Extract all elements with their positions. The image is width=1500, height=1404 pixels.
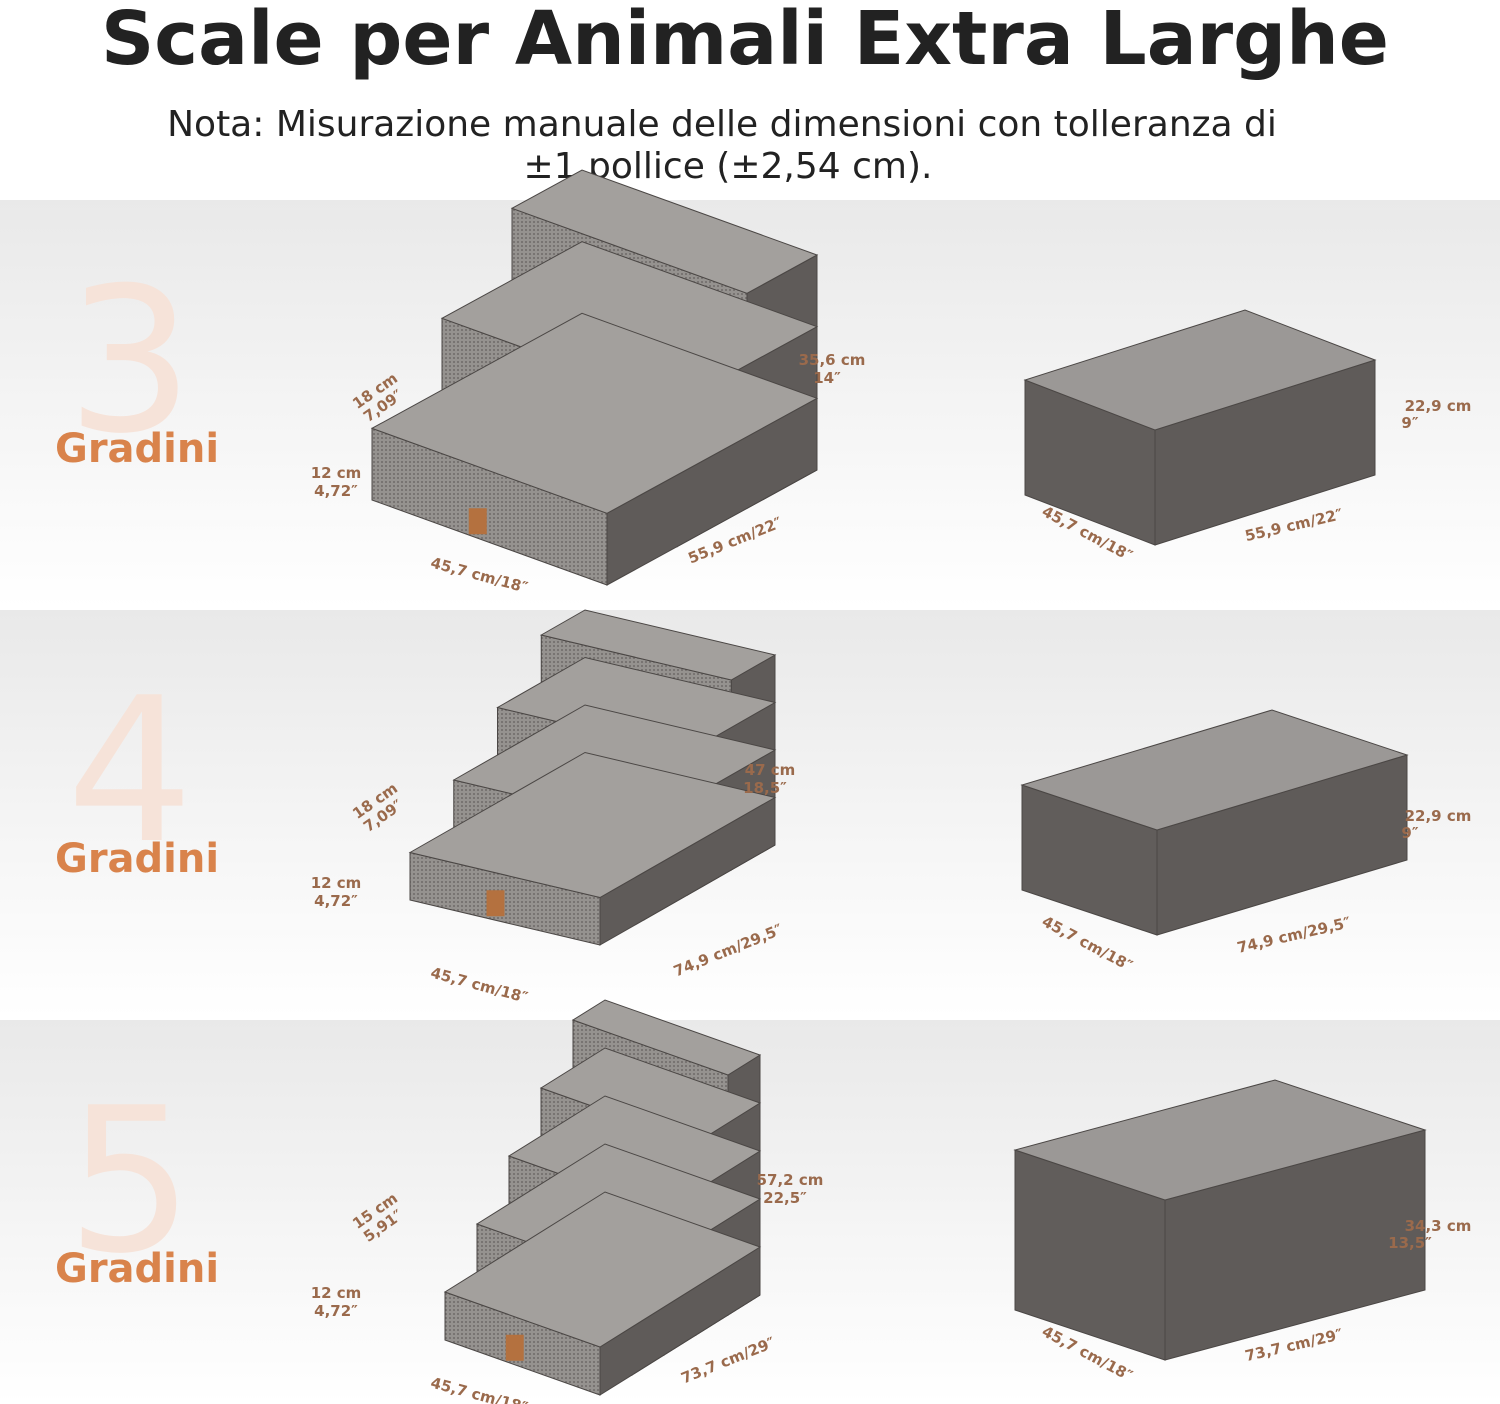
note: Nota: Misurazione manuale delle dimensio… xyxy=(167,104,1277,145)
logo-tag xyxy=(505,1334,524,1361)
rise-label: 4,72″ xyxy=(314,1302,358,1320)
rise-label: 12 cm xyxy=(311,1284,362,1302)
step-count: 4 xyxy=(66,655,193,888)
height-label: 13,5″ xyxy=(1388,1234,1432,1252)
rise-label: 12 cm xyxy=(311,464,362,482)
step-label: Gradini xyxy=(55,426,219,472)
height-label: 35,6 cm xyxy=(799,351,866,369)
logo-tag xyxy=(468,508,487,535)
top-face xyxy=(1023,309,1377,431)
step-label: Gradini xyxy=(55,836,219,882)
rise-label: 4,72″ xyxy=(314,482,358,500)
top-face xyxy=(539,609,777,681)
height-label: 47 cm xyxy=(745,761,796,779)
logo-tag xyxy=(486,890,505,917)
top-face xyxy=(1013,1079,1427,1201)
height-label: 9″ xyxy=(1401,824,1418,842)
step-count: 3 xyxy=(66,245,193,478)
top-face xyxy=(1020,709,1409,831)
rise-label: 12 cm xyxy=(311,874,362,892)
top-face xyxy=(571,999,762,1076)
rise-label: 4,72″ xyxy=(314,892,358,910)
top-face xyxy=(370,312,819,514)
height-label: 22,9 cm xyxy=(1405,397,1472,415)
top-face xyxy=(510,169,819,294)
top-face xyxy=(443,1191,762,1348)
step-label: Gradini xyxy=(55,1246,219,1292)
step-count: 5 xyxy=(66,1065,193,1298)
height-label: 9″ xyxy=(1401,414,1418,432)
height-label: 14″ xyxy=(813,369,841,387)
height-label: 34,3 cm xyxy=(1405,1217,1472,1235)
height-label: 18,5″ xyxy=(743,779,787,797)
height-label: 22,5″ xyxy=(763,1189,807,1207)
height-label: 22,9 cm xyxy=(1405,807,1472,825)
height-label: 57,2 cm xyxy=(757,1171,824,1189)
top-face xyxy=(408,751,777,899)
title: Scale per Animali Extra Larghe xyxy=(101,0,1389,82)
